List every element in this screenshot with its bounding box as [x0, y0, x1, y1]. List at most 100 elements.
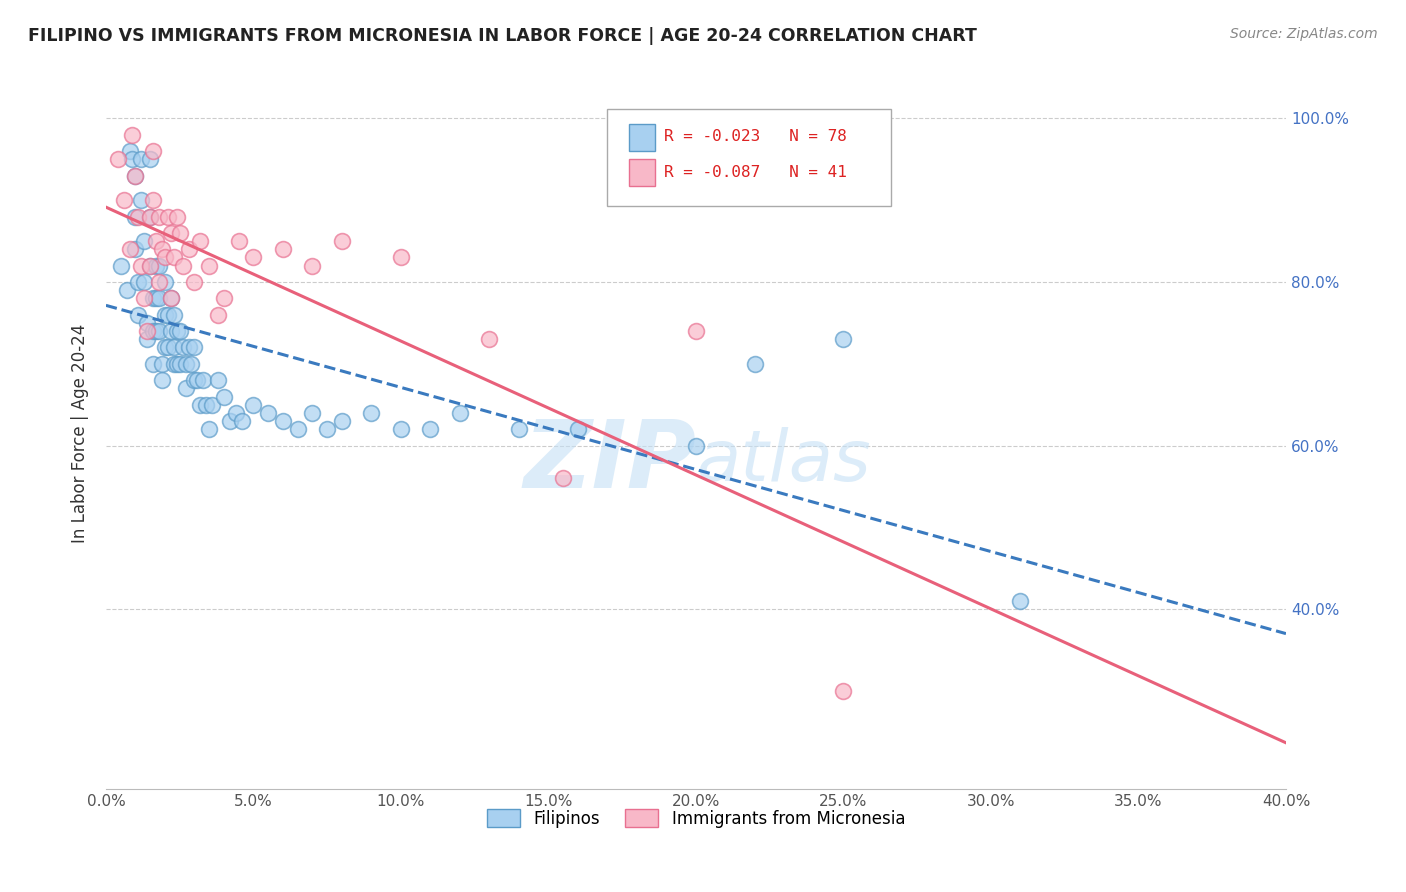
- FancyBboxPatch shape: [628, 124, 655, 151]
- Point: [685, 439, 707, 453]
- Point: [124, 169, 146, 183]
- Point: [242, 398, 264, 412]
- Text: R = -0.087   N = 41: R = -0.087 N = 41: [664, 165, 846, 179]
- Point: [212, 390, 235, 404]
- Point: [225, 406, 247, 420]
- Point: [163, 251, 186, 265]
- Point: [177, 242, 200, 256]
- Point: [131, 153, 153, 167]
- Point: [212, 291, 235, 305]
- FancyBboxPatch shape: [607, 110, 890, 205]
- Point: [389, 251, 412, 265]
- Point: [186, 373, 208, 387]
- Point: [1010, 594, 1032, 608]
- Point: [139, 153, 162, 167]
- Point: [201, 398, 224, 412]
- Point: [142, 144, 165, 158]
- Legend: Filipinos, Immigrants from Micronesia: Filipinos, Immigrants from Micronesia: [479, 803, 912, 834]
- Point: [159, 291, 181, 305]
- Point: [360, 406, 382, 420]
- Point: [163, 308, 186, 322]
- Y-axis label: In Labor Force | Age 20-24: In Labor Force | Age 20-24: [72, 324, 89, 543]
- Point: [139, 259, 162, 273]
- Point: [198, 422, 221, 436]
- Point: [183, 340, 205, 354]
- Point: [172, 340, 194, 354]
- Point: [121, 128, 143, 142]
- Point: [127, 308, 149, 322]
- Point: [271, 414, 294, 428]
- Point: [118, 144, 141, 158]
- Point: [744, 357, 766, 371]
- Point: [148, 210, 170, 224]
- Point: [166, 324, 188, 338]
- Point: [330, 234, 353, 248]
- Point: [163, 357, 186, 371]
- Point: [169, 226, 191, 240]
- Point: [287, 422, 309, 436]
- Point: [148, 324, 170, 338]
- Point: [139, 210, 162, 224]
- Point: [195, 398, 218, 412]
- Point: [139, 259, 162, 273]
- Point: [131, 193, 153, 207]
- Point: [163, 340, 186, 354]
- Point: [142, 324, 165, 338]
- Point: [136, 316, 159, 330]
- Point: [134, 275, 156, 289]
- Point: [156, 308, 179, 322]
- Point: [153, 251, 176, 265]
- Text: R = -0.023   N = 78: R = -0.023 N = 78: [664, 129, 846, 144]
- Point: [131, 259, 153, 273]
- Point: [145, 234, 167, 248]
- Point: [567, 422, 589, 436]
- Point: [150, 242, 173, 256]
- Point: [832, 332, 855, 346]
- Point: [159, 324, 181, 338]
- Point: [127, 275, 149, 289]
- Point: [159, 226, 181, 240]
- Point: [193, 373, 215, 387]
- Text: ZIP: ZIP: [523, 416, 696, 508]
- Point: [107, 153, 129, 167]
- Point: [159, 291, 181, 305]
- Point: [136, 332, 159, 346]
- Text: FILIPINO VS IMMIGRANTS FROM MICRONESIA IN LABOR FORCE | AGE 20-24 CORRELATION CH: FILIPINO VS IMMIGRANTS FROM MICRONESIA I…: [28, 27, 977, 45]
- Point: [124, 169, 146, 183]
- Point: [142, 291, 165, 305]
- Point: [271, 242, 294, 256]
- Point: [124, 210, 146, 224]
- Point: [228, 234, 250, 248]
- Point: [188, 234, 211, 248]
- FancyBboxPatch shape: [628, 160, 655, 186]
- Point: [685, 324, 707, 338]
- Point: [148, 275, 170, 289]
- Point: [156, 210, 179, 224]
- Point: [177, 340, 200, 354]
- Point: [142, 357, 165, 371]
- Point: [449, 406, 471, 420]
- Point: [183, 275, 205, 289]
- Point: [257, 406, 280, 420]
- Point: [127, 210, 149, 224]
- Point: [148, 259, 170, 273]
- Text: atlas: atlas: [696, 427, 870, 496]
- Point: [136, 324, 159, 338]
- Point: [218, 414, 240, 428]
- Point: [174, 381, 197, 395]
- Point: [153, 308, 176, 322]
- Point: [145, 259, 167, 273]
- Point: [231, 414, 253, 428]
- Point: [169, 324, 191, 338]
- Point: [207, 308, 229, 322]
- Point: [134, 291, 156, 305]
- Point: [172, 259, 194, 273]
- Point: [478, 332, 501, 346]
- Point: [145, 291, 167, 305]
- Point: [148, 291, 170, 305]
- Point: [832, 684, 855, 698]
- Point: [153, 340, 176, 354]
- Point: [198, 259, 221, 273]
- Point: [242, 251, 264, 265]
- Point: [169, 357, 191, 371]
